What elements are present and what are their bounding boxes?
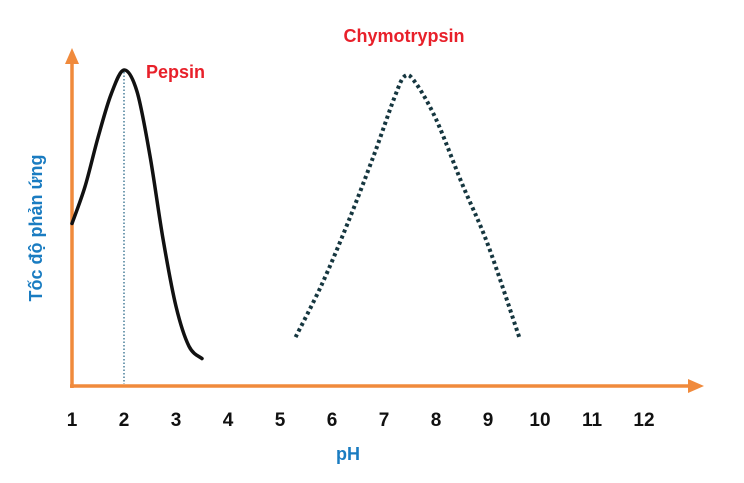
x-tick-label: 12 bbox=[633, 410, 654, 431]
x-tick-label: 7 bbox=[379, 410, 390, 431]
series-label-pepsin: Pepsin bbox=[146, 62, 205, 82]
x-tick-labels: 1 2 3 4 5 6 7 8 9 10 11 12 bbox=[67, 410, 655, 431]
y-axis-arrow-icon bbox=[65, 48, 79, 64]
series-lines bbox=[70, 68, 522, 361]
labels: pH Tốc độ phản ứng Pepsin Chymotrypsin bbox=[26, 26, 465, 464]
x-tick-label: 8 bbox=[431, 410, 442, 431]
x-tick-label: 9 bbox=[483, 410, 494, 431]
x-tick-label: 2 bbox=[119, 410, 130, 431]
x-axis-arrow-icon bbox=[688, 379, 704, 393]
x-tick-label: 10 bbox=[529, 410, 550, 431]
x-tick-label: 1 bbox=[67, 410, 78, 431]
series-line-pepsin bbox=[70, 68, 204, 361]
x-tick-label: 6 bbox=[327, 410, 338, 431]
x-tick-label: 4 bbox=[223, 410, 234, 431]
x-axis-label: pH bbox=[336, 444, 360, 464]
series-line-chymotrypsin bbox=[293, 73, 522, 338]
x-tick-label: 5 bbox=[275, 410, 286, 431]
x-tick-label: 3 bbox=[171, 410, 182, 431]
y-axis-label: Tốc độ phản ứng bbox=[26, 154, 46, 301]
x-tick-label: 11 bbox=[582, 410, 603, 431]
series-label-chymotrypsin: Chymotrypsin bbox=[343, 26, 464, 46]
